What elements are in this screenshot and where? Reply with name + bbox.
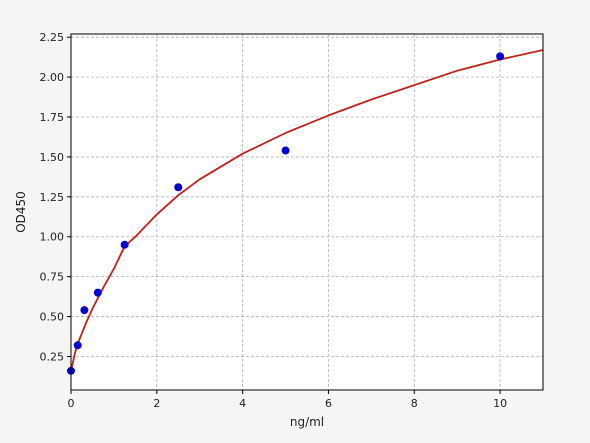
grid: [70, 34, 543, 390]
data-point: [496, 52, 505, 61]
plot-area: [71, 34, 543, 390]
y-axis-label: OD450: [14, 191, 28, 233]
y-tick-label: 1.50: [40, 151, 65, 164]
y-tick-label: 1.00: [40, 231, 65, 244]
y-tick-label: 0.25: [40, 350, 65, 363]
x-axis-label: ng/ml: [290, 415, 324, 429]
x-tick-label: 6: [325, 397, 332, 410]
x-tick-label: 2: [153, 397, 160, 410]
y-tick-label: 1.25: [40, 191, 65, 204]
data-point: [93, 288, 102, 297]
x-tick-label: 10: [493, 397, 507, 410]
plot-frame: [70, 33, 544, 391]
x-tick-label: 8: [411, 397, 418, 410]
x-tick-label: 4: [239, 397, 246, 410]
axis-ticks: 0 2 4 6 8 10 0.25 0.50 0.75 1.00 1.25 1.50 1.75 2.00 2…: [40, 31, 508, 410]
data-point: [281, 146, 290, 155]
fit-curve-layer: [70, 49, 544, 371]
y-tick-label: 0.75: [40, 271, 65, 284]
y-tick-label: 2.25: [40, 31, 65, 44]
data-points: [67, 52, 505, 375]
data-point: [120, 240, 129, 249]
data-point: [80, 306, 89, 315]
y-tick-label: 2.00: [40, 71, 65, 84]
fit-curve: [70, 49, 544, 371]
x-tick-label: 0: [68, 397, 75, 410]
data-point: [174, 183, 183, 192]
y-tick-label: 0.50: [40, 311, 65, 324]
y-tick-label: 1.75: [40, 111, 65, 124]
data-point: [73, 341, 82, 350]
